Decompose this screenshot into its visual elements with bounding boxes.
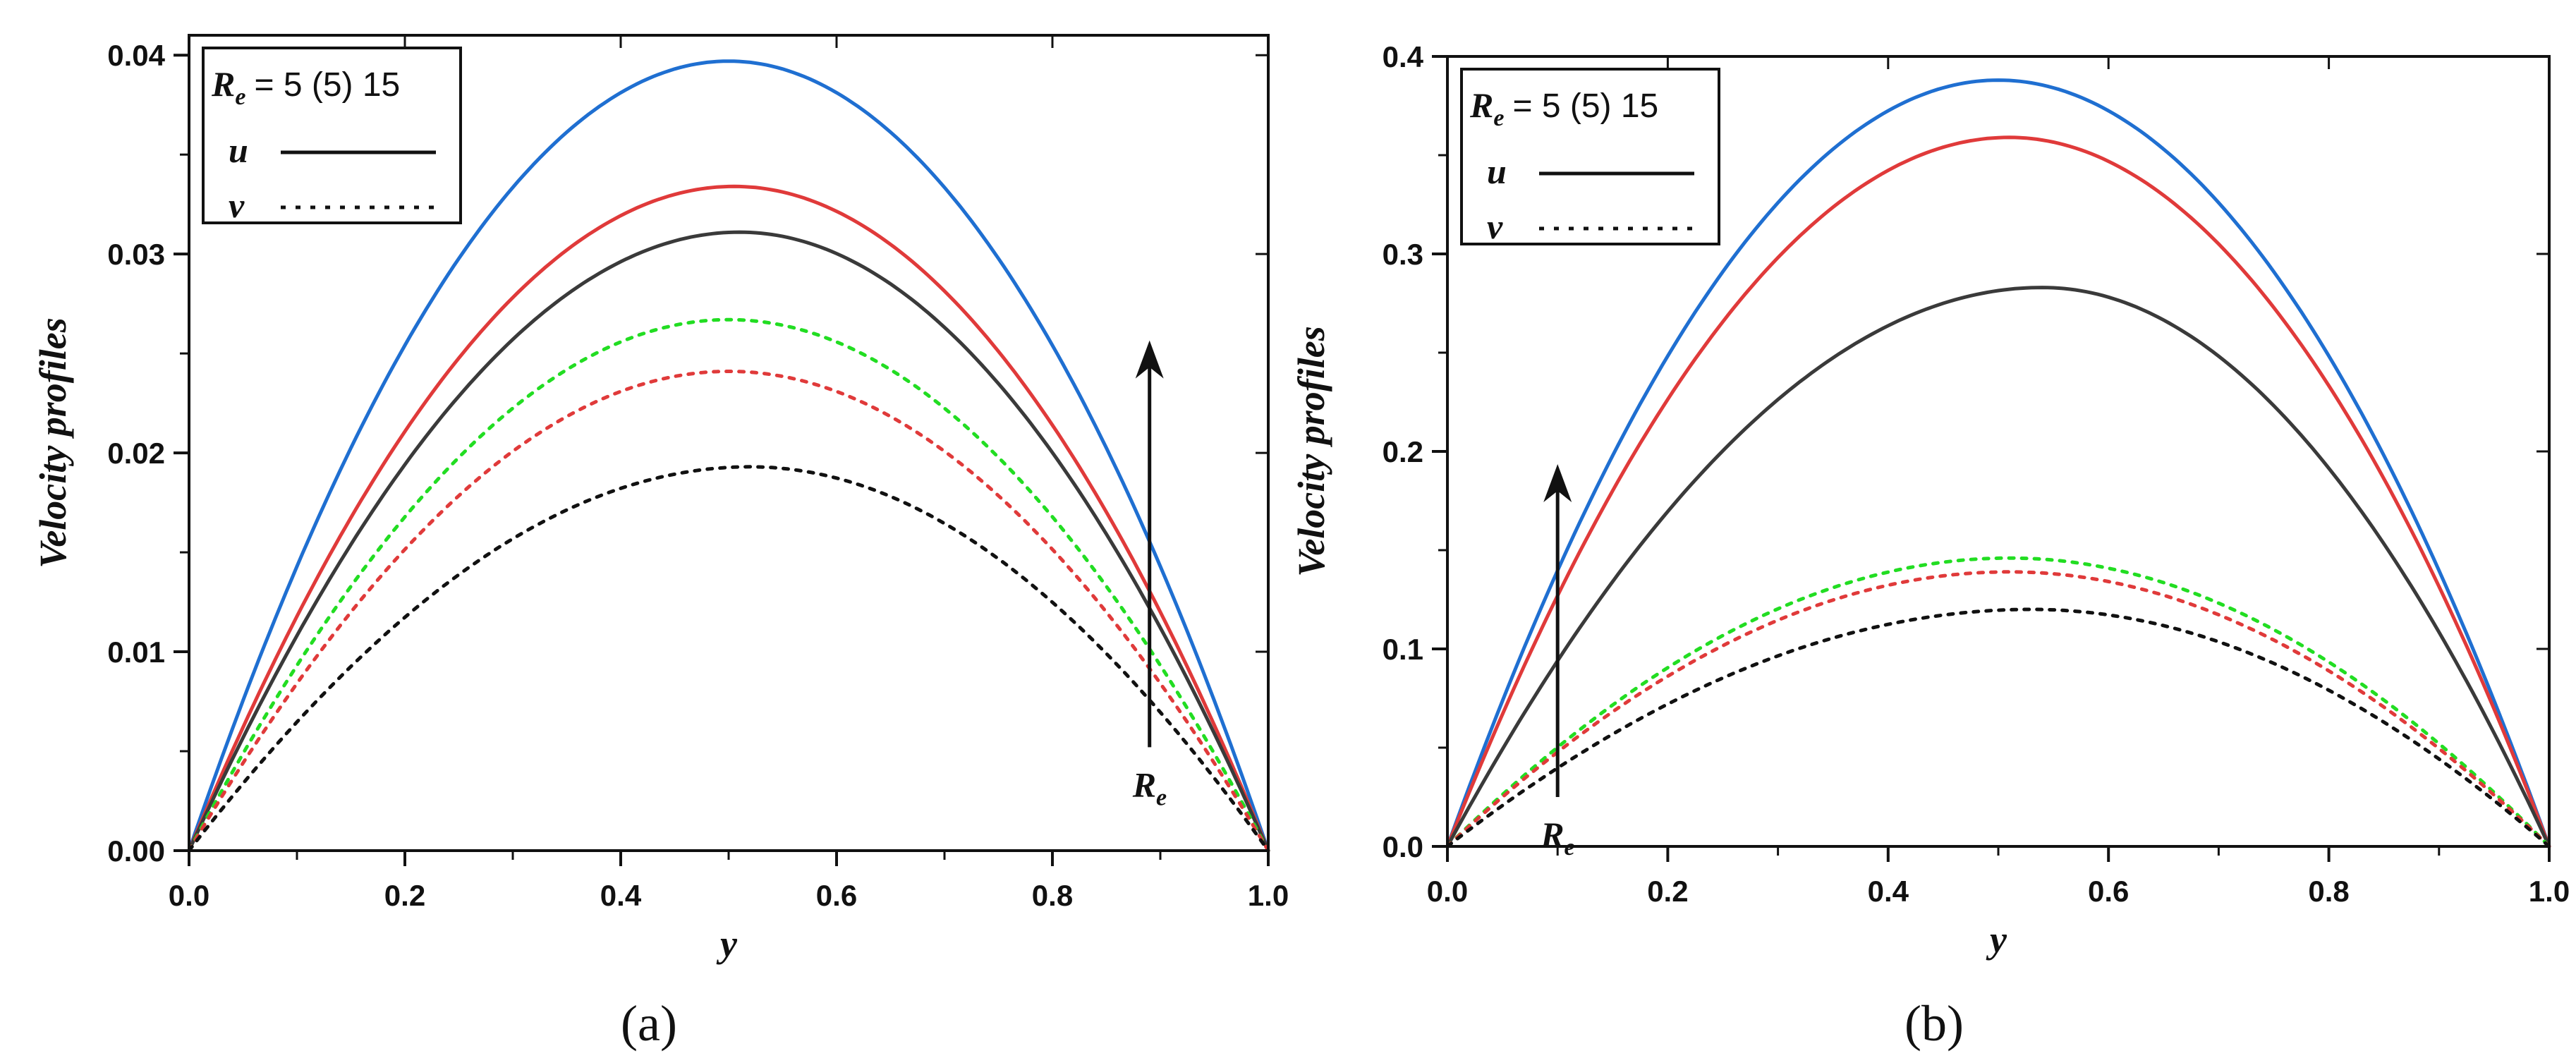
y-tick-label: 0.00 [107, 834, 165, 868]
legend-title-symbol: R [211, 64, 235, 104]
panel-b: 0.0 0.2 0.4 0.6 0.8 1.0 0.0 0.1 0.2 0.3 0.4 y Veloci… [1290, 40, 2570, 1052]
x-tick-label: 0.6 [2088, 875, 2129, 908]
legend-title-subscript: e [235, 84, 245, 110]
legend-entry-symbol: u [229, 130, 248, 170]
x-tick-label: 0.6 [816, 879, 857, 912]
y-tick-label: 0.01 [107, 636, 165, 669]
legend-title-text: = 5 (5) 15 [1512, 87, 1658, 125]
y-tick-label: 0.03 [107, 238, 165, 271]
x-tick-label: 0.8 [2308, 875, 2349, 908]
series-line-u-re-15 [1445, 78, 2551, 849]
series-line-v-re-15 [1445, 556, 2551, 849]
x-tick-label: 0.2 [384, 879, 425, 912]
y-axis-title: Velocity profiles [32, 317, 74, 568]
x-tick-label: 0.0 [169, 879, 209, 912]
y-tick-label: 0.4 [1383, 40, 1424, 73]
y-axis-title: Velocity profiles [1290, 326, 1332, 576]
annotation-arrow-head [1135, 340, 1164, 379]
legend-entry-symbol: v [229, 186, 245, 225]
panel-a: 0.0 0.2 0.4 0.6 0.8 1.0 0.00 0.01 0.02 0.03 0.04 y V… [32, 34, 1289, 1052]
legend-entry-symbol: u [1487, 152, 1507, 191]
annotation-subscript: e [1565, 834, 1575, 861]
x-tick-label: 0.2 [1647, 875, 1688, 908]
x-axis-title: y [716, 923, 738, 965]
annotation-label: Re [1132, 765, 1167, 810]
x-tick-label: 0.8 [1032, 879, 1073, 912]
series-line-u-re-15 [187, 59, 1270, 853]
x-axis-title: y [1986, 918, 2007, 961]
annotation-symbol: R [1540, 815, 1564, 854]
annotation-subscript: e [1156, 784, 1167, 810]
x-tick-label: 1.0 [1248, 879, 1289, 912]
y-tick-label: 0.3 [1383, 238, 1423, 271]
series-line-u-re-5 [187, 230, 1270, 853]
legend-title: Re = 5 (5) 15 [1469, 85, 1658, 131]
y-tick-label: 0.0 [1383, 830, 1423, 863]
y-tick-label: 0.1 [1383, 633, 1423, 666]
y-tick-label: 0.2 [1383, 435, 1423, 468]
annotation-symbol: R [1132, 765, 1156, 804]
legend-title-text: = 5 (5) 15 [254, 66, 400, 104]
annotation-arrow-head [1543, 464, 1572, 502]
series-line-v-re-5 [187, 465, 1270, 853]
legend-entry-symbol: v [1487, 207, 1503, 246]
legend-title-symbol: R [1469, 85, 1493, 125]
series-line-u-re-10 [1445, 135, 2551, 849]
legend-title-subscript: e [1493, 105, 1504, 131]
x-tick-label: 0.0 [1427, 875, 1468, 908]
x-tick-label: 1.0 [2529, 875, 2570, 908]
series-line-v-re-10 [187, 369, 1270, 853]
annotation-label: Re [1540, 815, 1574, 861]
panel-label: (b) [1904, 995, 1964, 1052]
series-line-u-re-10 [187, 184, 1270, 853]
x-tick-label: 0.4 [600, 879, 642, 912]
series-line-v-re-5 [1445, 607, 2551, 849]
legend-title: Re = 5 (5) 15 [211, 64, 400, 110]
legend-box [1460, 68, 1720, 245]
y-tick-label: 0.02 [107, 437, 165, 470]
y-tick-label: 0.04 [107, 39, 165, 72]
legend-box [202, 47, 462, 224]
x-tick-label: 0.4 [1868, 875, 1909, 908]
series-line-v-re-15 [187, 317, 1270, 853]
series-line-u-re-5 [1445, 286, 2551, 849]
panel-label: (a) [621, 995, 677, 1052]
